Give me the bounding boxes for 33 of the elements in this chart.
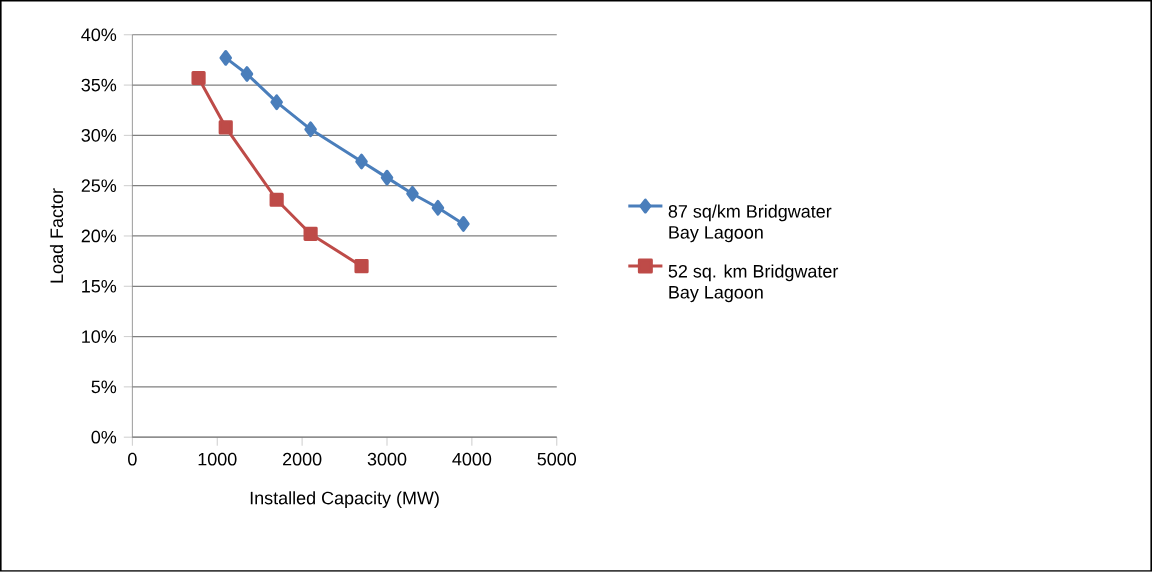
- point: [406, 185, 419, 202]
- y-tick-label: 10%: [82, 330, 117, 344]
- x-tick-label: 3000: [367, 452, 407, 466]
- point: [457, 216, 470, 232]
- x-tick-label: 4000: [452, 452, 492, 466]
- legend-label: 87 sq/km Bridgwater Bay Lagoon: [668, 204, 832, 243]
- x-axis-title: Installed Capacity (MW): [250, 491, 439, 509]
- point: [303, 226, 318, 242]
- point: [218, 120, 233, 135]
- point: [219, 50, 233, 66]
- point: [270, 94, 283, 111]
- point: [431, 200, 445, 216]
- y-tick-label: 30%: [81, 129, 117, 142]
- y-tick-label: 20%: [81, 229, 117, 243]
- point: [240, 66, 254, 82]
- point: [304, 121, 317, 138]
- x-tick-label: 1000: [198, 452, 237, 466]
- y-tick-label: 40%: [81, 28, 117, 42]
- y-tick-label: 15%: [82, 280, 117, 293]
- y-tick-label: 25%: [81, 179, 117, 193]
- point: [355, 153, 368, 170]
- y-tick-label: 0%: [91, 430, 117, 444]
- x-tick-label: 0: [128, 452, 137, 466]
- x-tick-label: 2000: [283, 452, 322, 466]
- legend-label: 52 sq. km Bridgwater Bay Lagoon: [668, 264, 839, 303]
- point: [269, 192, 284, 207]
- y-tick-label: 5%: [91, 380, 117, 394]
- point: [191, 71, 206, 86]
- x-tick-label: 5000: [537, 452, 577, 466]
- point: [354, 259, 369, 274]
- y-tick-label: 35%: [81, 78, 117, 92]
- point: [380, 169, 394, 186]
- y-axis-title: Load Factor: [49, 188, 64, 283]
